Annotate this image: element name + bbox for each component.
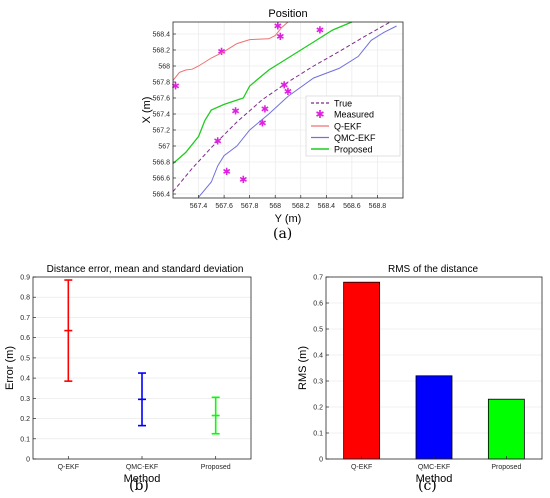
position-y-ticks: 566.4 566.6 566.8 567 567.2 567.4 567.6 567.8 56… bbox=[152, 32, 176, 199]
rms-title: RMS of the distance bbox=[388, 264, 478, 275]
y-tick-label: 0.5 bbox=[313, 327, 323, 334]
legend-proposed-label: Proposed bbox=[334, 145, 373, 155]
position-chart: Position ✱✱✱✱✱✱✱✱✱✱✱✱✱ 567.4 567.6 567.8 56… bbox=[141, 8, 404, 225]
error-chart: Distance error, mean and standard deviat… bbox=[4, 264, 252, 485]
measured-point: ✱ bbox=[261, 105, 269, 116]
y-tick-label: 0.7 bbox=[313, 275, 323, 282]
error-plot-area bbox=[64, 279, 220, 435]
position-x-ticks: 567.4 567.6 567.8 568 568.2 568.4 568.6 568.8 bbox=[190, 195, 387, 210]
error-axes-box bbox=[32, 276, 252, 460]
measured-point: ✱ bbox=[222, 167, 230, 178]
rms-bar bbox=[487, 398, 525, 460]
error-grid bbox=[33, 276, 251, 460]
y-tick-label: 0.2 bbox=[313, 405, 323, 412]
y-tick-label: 568.2 bbox=[152, 48, 170, 55]
x-tick-label: 567.8 bbox=[241, 203, 259, 210]
x-tick-label: 568.2 bbox=[292, 203, 310, 210]
measured-point: ✱ bbox=[231, 106, 239, 117]
y-tick-label: 566.4 bbox=[152, 192, 170, 199]
x-tick-label: 567.4 bbox=[190, 203, 208, 210]
y-tick-label: 568 bbox=[158, 64, 170, 71]
category-label: QMC-EKF bbox=[418, 464, 450, 471]
measured-point: ✱ bbox=[239, 175, 247, 186]
proposed-line bbox=[172, 21, 353, 165]
y-tick-label: 0.1 bbox=[313, 431, 323, 438]
legend-qmcekf-label: QMC-EKF bbox=[334, 133, 376, 143]
y-tick-label: 567.2 bbox=[152, 128, 170, 135]
rms-x-ticks: Q-EKF QMC-EKF Proposed bbox=[351, 456, 521, 471]
y-tick-label: 568.4 bbox=[152, 32, 170, 39]
x-tick-label: 568.6 bbox=[343, 203, 361, 210]
measured-point: ✱ bbox=[280, 81, 288, 92]
panel-c-caption: (c) bbox=[418, 478, 437, 494]
y-tick-label: 566.6 bbox=[152, 176, 170, 183]
rms-chart: RMS of the distance Q-EKF QMC-EKF Proposed… bbox=[297, 264, 543, 485]
y-tick-label: 0 bbox=[26, 457, 30, 464]
y-tick-label: 0 bbox=[319, 457, 323, 464]
position-xlabel: Y (m) bbox=[275, 213, 302, 225]
rms-y-ticks: 0 0.1 0.2 0.3 0.4 0.5 0.6 0.7 bbox=[313, 275, 329, 464]
category-label: Proposed bbox=[201, 464, 231, 471]
error-x-ticks: Q-EKF QMC-EKF Proposed bbox=[58, 456, 231, 471]
position-title: Position bbox=[268, 8, 307, 20]
rms-xlabel: Method bbox=[416, 473, 453, 485]
rms-plot-area bbox=[343, 281, 525, 460]
error-y-ticks: 0 0.1 0.2 0.3 0.4 0.5 0.6 0.7 0.8 0.9 bbox=[20, 275, 36, 464]
y-tick-label: 0.3 bbox=[313, 379, 323, 386]
y-tick-label: 0.8 bbox=[20, 295, 30, 302]
x-tick-label: 568 bbox=[269, 203, 281, 210]
legend-measured-swatch: ✱ bbox=[315, 109, 324, 121]
measured-point: ✱ bbox=[316, 26, 324, 37]
y-tick-label: 0.7 bbox=[20, 315, 30, 322]
q-ekf-line bbox=[172, 21, 289, 81]
measured-point: ✱ bbox=[214, 137, 222, 148]
x-tick-label: 568.8 bbox=[369, 203, 387, 210]
panel-a-caption: (a) bbox=[273, 226, 293, 242]
x-tick-label: 567.6 bbox=[215, 203, 233, 210]
measured-point: ✱ bbox=[276, 32, 284, 43]
y-tick-label: 0.1 bbox=[20, 436, 30, 443]
y-tick-label: 0.2 bbox=[20, 416, 30, 423]
y-tick-label: 0.3 bbox=[20, 396, 30, 403]
rms-bar bbox=[343, 281, 381, 460]
y-tick-label: 0.4 bbox=[20, 376, 30, 383]
true-line bbox=[172, 21, 391, 192]
panel-b-caption: (b) bbox=[129, 478, 149, 494]
measured-point: ✱ bbox=[258, 118, 266, 129]
legend-qekf-label: Q-EKF bbox=[334, 122, 362, 132]
category-label: QMC-EKF bbox=[126, 464, 158, 471]
error-title: Distance error, mean and standard deviat… bbox=[47, 264, 244, 275]
measured-point: ✱ bbox=[284, 87, 292, 98]
rms-bar bbox=[415, 375, 453, 460]
x-tick-label: 568.4 bbox=[318, 203, 336, 210]
measured-point: ✱ bbox=[171, 82, 179, 93]
y-tick-label: 566.8 bbox=[152, 160, 170, 167]
measured-point: ✱ bbox=[274, 22, 282, 33]
category-label: Q-EKF bbox=[58, 464, 79, 471]
rms-ylabel: RMS (m) bbox=[297, 346, 309, 390]
error-ylabel: Error (m) bbox=[4, 346, 16, 390]
category-label: Q-EKF bbox=[351, 464, 372, 471]
legend-true-label: True bbox=[334, 99, 352, 109]
y-tick-label: 0.6 bbox=[313, 301, 323, 308]
position-plot-area: ✱✱✱✱✱✱✱✱✱✱✱✱✱ bbox=[171, 21, 397, 198]
y-tick-label: 567 bbox=[158, 144, 170, 151]
legend-measured-label: Measured bbox=[334, 110, 374, 120]
y-tick-label: 0.4 bbox=[313, 353, 323, 360]
y-tick-label: 0.6 bbox=[20, 335, 30, 342]
category-label: Proposed bbox=[491, 464, 521, 471]
y-tick-label: 567.8 bbox=[152, 80, 170, 87]
y-tick-label: 567.6 bbox=[152, 96, 170, 103]
y-tick-label: 567.4 bbox=[152, 112, 170, 119]
position-ylabel: X (m) bbox=[141, 97, 153, 124]
y-tick-label: 0.5 bbox=[20, 355, 30, 362]
position-axes-box bbox=[172, 21, 404, 199]
error-xlabel: Method bbox=[124, 473, 161, 485]
qmc-ekf-line bbox=[198, 25, 397, 198]
y-tick-label: 0.9 bbox=[20, 275, 30, 282]
position-legend: True ✱ Measured Q-EKF QMC-EKF Proposed bbox=[305, 95, 401, 157]
